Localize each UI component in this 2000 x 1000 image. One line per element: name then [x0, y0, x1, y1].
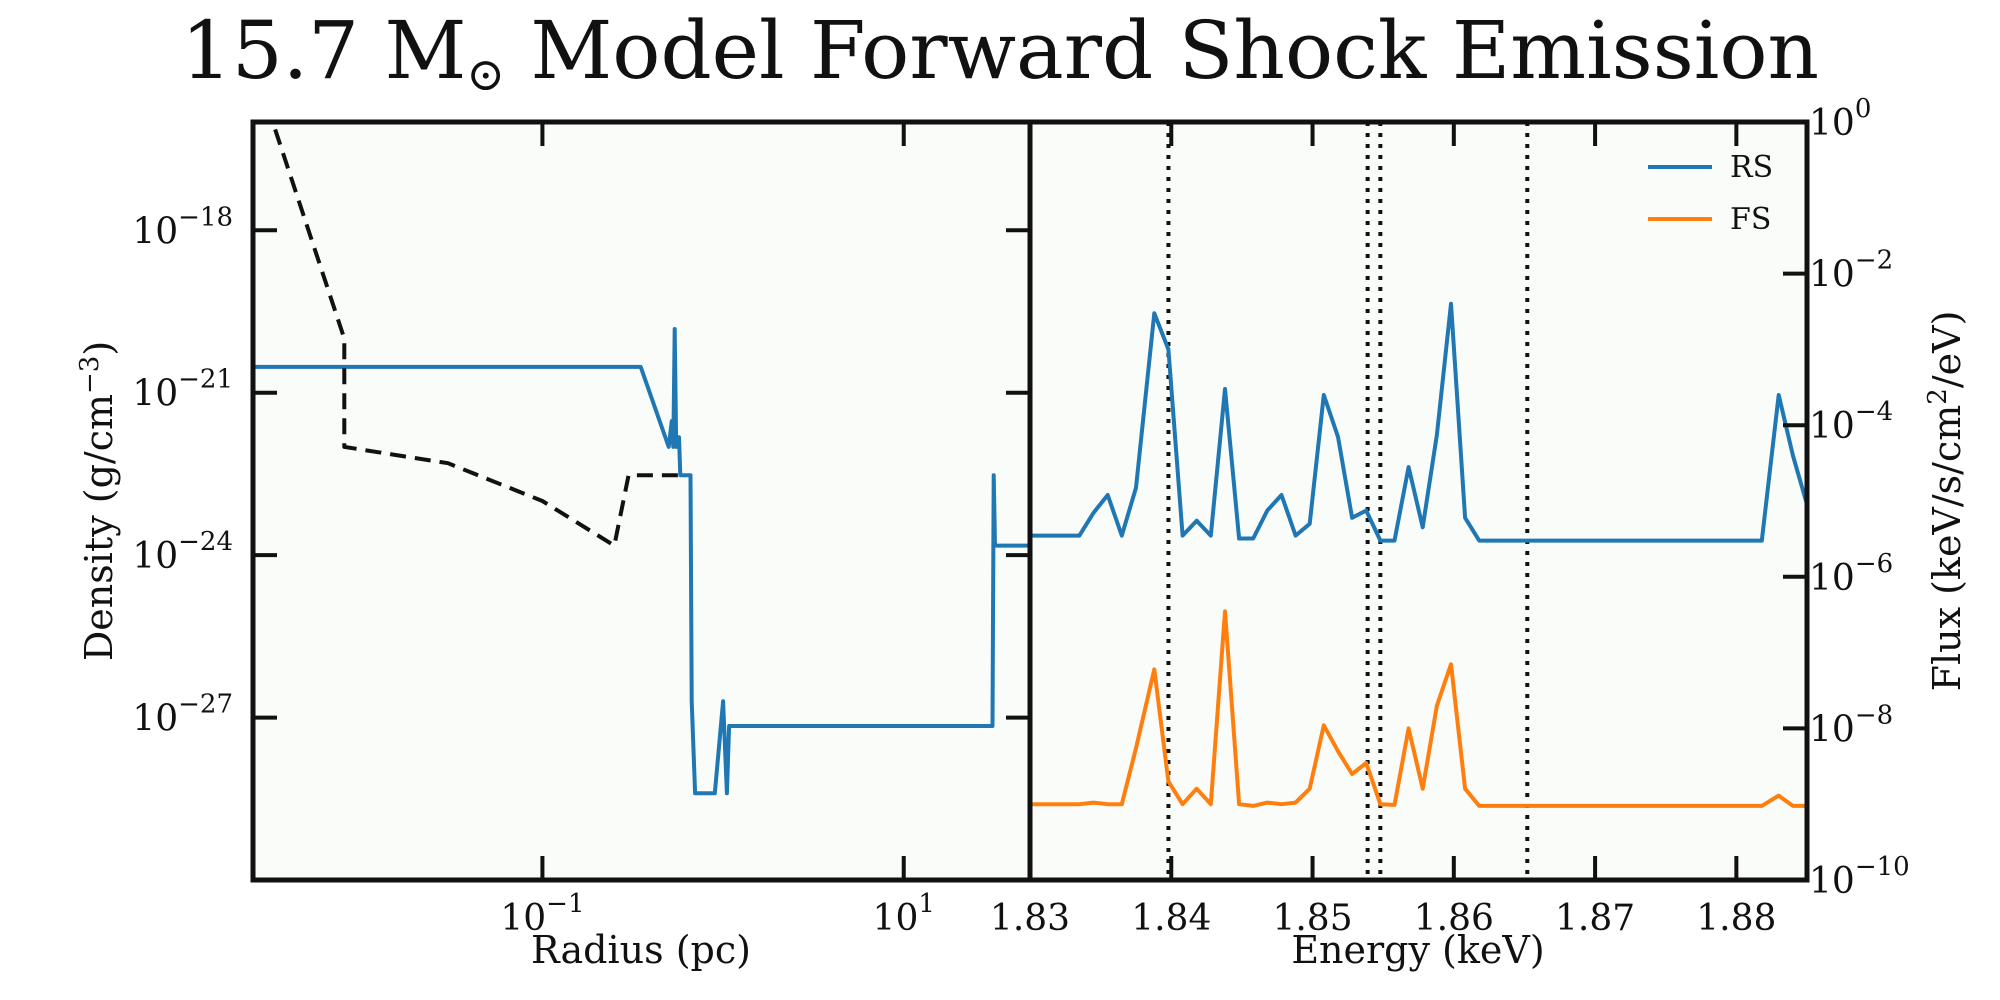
density-x-axis-label: Radius (pc): [531, 928, 751, 972]
flux-x-tick-label: 1.87: [1555, 898, 1635, 939]
density-ticks-layer: 10−18 10−21 10−24 10−27 10−1 101: [132, 122, 1030, 939]
flux-series-rs: [1030, 301, 1807, 543]
flux-legend: RS FS: [1648, 150, 1773, 237]
flux-y-tick-label: 10−8: [1809, 700, 1893, 750]
flux-x-tick-label: 1.85: [1272, 898, 1352, 939]
density-series-layer: [253, 122, 1030, 796]
density-x-tick-label: 10−1: [500, 889, 584, 939]
density-y-tick-label: 10−18: [132, 202, 233, 252]
flux-y-tick-label: 10−4: [1809, 397, 1893, 447]
density-dashed-line: [270, 122, 683, 548]
flux-y-tick-label: 100: [1809, 94, 1871, 144]
density-y-tick-label: 10−27: [132, 690, 233, 740]
flux-x-tick-label: 1.84: [1131, 898, 1211, 939]
flux-plot-frame: [1027, 119, 1810, 883]
density-y-tick-label: 10−21: [132, 365, 233, 415]
flux-series-layer: [1030, 301, 1807, 808]
flux-ticks-layer: 100 10−2 10−4 10−6 10−8 10−10 1.83 1.84 1.85 1.86…: [990, 94, 1910, 939]
flux-y-tick-label: 10−6: [1809, 549, 1893, 599]
flux-x-tick-label: 1.86: [1414, 898, 1494, 939]
density-y-axis-label: Density (g/cm−3): [75, 341, 121, 661]
density-y-tick-label: 10−24: [132, 527, 233, 577]
flux-panel: 100 10−2 10−4 10−6 10−8 10−10 1.83 1.84 1.85 1.86…: [990, 94, 1969, 972]
density-plot-background: [253, 122, 1030, 880]
density-solid-line: [253, 327, 1030, 796]
figure-title: 15.7 M⊙ Model Forward Shock Emission: [181, 4, 1819, 101]
flux-y-tick-label: 10−10: [1809, 852, 1910, 902]
legend-label-fs: FS: [1730, 202, 1771, 237]
density-x-tick-label: 101: [873, 889, 935, 939]
flux-y-tick-label: 10−2: [1809, 246, 1893, 296]
flux-y-axis-label: Flux (keV/s/cm2/eV): [1923, 311, 1969, 692]
flux-x-axis-label: Energy (keV): [1291, 928, 1544, 972]
legend-label-rs: RS: [1730, 150, 1773, 185]
flux-x-tick-label: 1.83: [990, 898, 1070, 939]
flux-x-tick-label: 1.88: [1696, 898, 1776, 939]
flux-series-fs: [1030, 609, 1807, 808]
